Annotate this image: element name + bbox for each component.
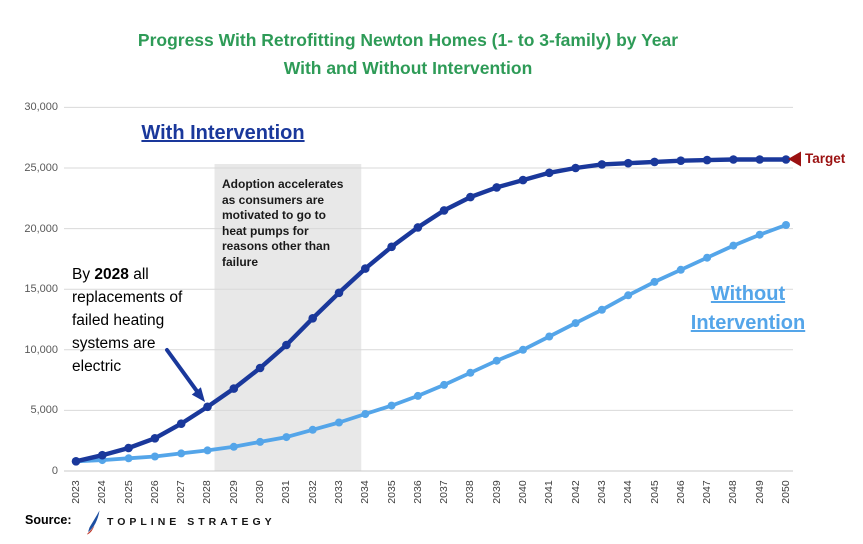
with-intervention-point-2027 <box>176 419 186 429</box>
without-intervention-point-2048 <box>729 241 738 250</box>
without-intervention-point-2046 <box>676 265 685 274</box>
with-intervention-point-2037 <box>439 206 449 215</box>
logo-tail-shape <box>87 525 95 535</box>
without-intervention-point-2045 <box>650 277 659 286</box>
y-tick-label-15000: 15,000 <box>24 283 58 296</box>
with-intervention-point-2035 <box>387 242 396 252</box>
annotation-arrow-icon <box>165 348 199 393</box>
with-intervention-point-2028 <box>203 402 212 412</box>
with-intervention-point-2048 <box>729 155 738 164</box>
with-intervention-point-2033 <box>334 288 344 298</box>
without-intervention-point-2041 <box>545 332 554 341</box>
with-intervention-point-2042 <box>571 163 580 173</box>
without-intervention-point-2040 <box>519 345 527 354</box>
y-tick-label-10000: 10,000 <box>24 343 58 356</box>
y-tick-label-25000: 25,000 <box>24 162 58 174</box>
annotation-arrowhead-icon <box>191 387 205 402</box>
y-tick-label-5000: 5,000 <box>30 404 58 417</box>
topline-swoosh-icon <box>87 510 100 535</box>
with-intervention-point-2041 <box>545 168 554 178</box>
without-intervention-point-2031 <box>282 433 291 442</box>
by2028-year: 2028 <box>94 266 129 283</box>
with-intervention-point-2044 <box>623 158 633 168</box>
with-intervention-point-2049 <box>755 155 764 164</box>
without-intervention-point-2038 <box>466 368 475 377</box>
series-label-with-intervention: With Intervention <box>141 122 305 144</box>
with-intervention-point-2043 <box>597 160 607 169</box>
with-intervention-point-2023 <box>71 457 81 466</box>
without-label-line2: Intervention <box>690 312 806 334</box>
y-tick-label-20000: 20,000 <box>24 222 58 235</box>
logo-sail-shape <box>88 510 100 532</box>
chart-title-line1: Progress With Retrofitting Newton Homes … <box>137 30 679 50</box>
without-intervention-point-2026 <box>150 452 159 461</box>
without-label-line1: Without <box>710 283 786 305</box>
annotation-adoption-accelerates: Adoption accelerates as consumers are mo… <box>222 177 344 269</box>
without-intervention-point-2036 <box>413 391 422 400</box>
with-intervention-point-2047 <box>702 155 712 165</box>
without-intervention-point-2050 <box>782 221 790 229</box>
with-intervention-point-2050 <box>781 155 791 164</box>
annotation-by-2028: By 2028 all replacements of failed heati… <box>72 263 224 378</box>
with-intervention-point-2036 <box>413 223 423 232</box>
with-intervention-point-2031 <box>282 340 291 350</box>
chart-title: Progress With Retrofitting Newton Homes … <box>0 26 816 82</box>
with-intervention-point-2040 <box>518 175 528 185</box>
with-intervention-point-2026 <box>150 434 160 443</box>
y-tick-label-0: 0 <box>51 465 58 477</box>
with-intervention-point-2039 <box>492 183 502 192</box>
by2028-prefix: By <box>72 266 95 283</box>
without-intervention-point-2027 <box>177 449 186 458</box>
without-intervention-point-2033 <box>335 418 343 427</box>
without-intervention-point-2029 <box>229 442 238 451</box>
by2028-rest: all replacements of failed heating syste… <box>72 266 183 375</box>
without-intervention-point-2042 <box>571 319 580 328</box>
source-label: Source: <box>25 513 72 527</box>
y-tick-label-30000: 30,000 <box>24 101 58 114</box>
without-intervention-point-2032 <box>308 425 317 434</box>
with-intervention-point-2045 <box>650 157 659 167</box>
series-label-without-intervention: Without Intervention <box>648 280 848 338</box>
without-intervention-line <box>74 223 788 464</box>
without-intervention-point-2034 <box>361 410 370 418</box>
source-row: Source: TOPLINE STRATEGY <box>0 506 863 544</box>
with-intervention-point-2025 <box>124 443 133 453</box>
with-intervention-point-2034 <box>361 264 370 273</box>
without-intervention-point-2035 <box>387 401 396 410</box>
without-intervention-point-2044 <box>624 291 633 300</box>
without-intervention-point-2047 <box>703 253 712 262</box>
without-intervention-point-2037 <box>440 380 449 389</box>
source-company-name: TOPLINE STRATEGY <box>107 516 276 528</box>
with-intervention-point-2029 <box>229 384 239 393</box>
without-intervention-point-2028 <box>203 446 212 455</box>
without-intervention-point-2030 <box>256 437 265 446</box>
target-arrow-icon <box>788 151 801 167</box>
without-intervention-point-2049 <box>755 230 764 239</box>
without-intervention-point-2039 <box>492 356 501 365</box>
without-intervention-point-2025 <box>124 454 133 463</box>
chart-title-line2: With and Without Intervention <box>283 58 533 78</box>
with-intervention-line <box>73 157 789 464</box>
target-label: Target <box>805 151 846 166</box>
without-intervention-point-2043 <box>597 305 606 314</box>
with-intervention-point-2032 <box>308 314 318 323</box>
with-intervention-point-2038 <box>466 192 475 202</box>
with-intervention-point-2024 <box>98 450 107 460</box>
with-intervention-point-2046 <box>676 156 686 165</box>
with-intervention-point-2030 <box>255 363 265 373</box>
